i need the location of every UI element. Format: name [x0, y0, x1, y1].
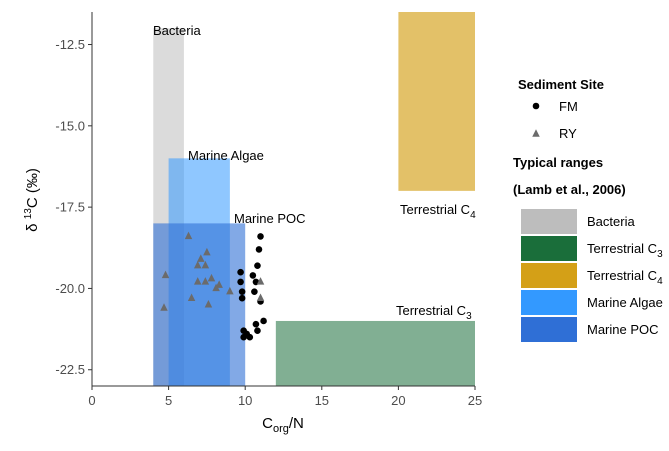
region-terrestrial-c4 — [398, 12, 475, 191]
region-label-terrestrial-c4-main: Terrestrial C — [400, 202, 470, 217]
y-tick-label: -17.5 — [55, 200, 85, 215]
x-axis-title-main: C — [262, 415, 273, 432]
x-tick-label: 15 — [315, 393, 329, 408]
legend-range-label-terrestrial-c3-sub: 3 — [657, 249, 663, 260]
legend-range-label-terrestrial-c4-main: Terrestrial C — [587, 268, 657, 283]
region-marine-poc — [153, 223, 246, 386]
legend-swatch-marine-algae — [521, 290, 577, 315]
x-axis-title: Corg/N — [262, 415, 304, 435]
legend-range-label-terrestrial-c4-sub: 4 — [657, 276, 663, 287]
legend-range-label-terrestrial-c3-main: Terrestrial C — [587, 241, 657, 256]
region-label-marine-poc: Marine POC — [234, 211, 306, 226]
x-tick-label: 5 — [165, 393, 172, 408]
y-tick-label: -12.5 — [55, 37, 85, 52]
legend-ranges-title: Typical ranges — [513, 155, 603, 170]
fm-point — [238, 288, 246, 295]
fm-point — [257, 233, 264, 240]
ry-point — [201, 277, 210, 285]
range-regions — [153, 12, 475, 387]
legend-fm-marker — [532, 102, 540, 110]
legend-swatch-bacteria — [521, 209, 577, 234]
fm-point — [254, 262, 261, 269]
legend-swatch-terrestrial-c4 — [521, 263, 577, 288]
legend-site-title: Sediment Site — [518, 77, 604, 92]
legend-swatch-marine-poc — [521, 317, 577, 342]
legend-range-label-bacteria-main: Bacteria — [587, 214, 635, 229]
ry-point — [256, 277, 265, 285]
region-label-terrestrial-c3-sub: 3 — [466, 311, 472, 322]
legend-swatch-terrestrial-c3 — [521, 236, 577, 261]
legend-range-label-terrestrial-c4: Terrestrial C4 — [587, 268, 663, 287]
legend-ry-marker — [532, 129, 540, 137]
region-label-marine-algae-main: Marine Algae — [188, 148, 264, 163]
ry-point — [187, 293, 196, 301]
ry-point — [184, 231, 193, 240]
x-tick-label: 25 — [468, 393, 482, 408]
ry-point — [201, 260, 210, 269]
legend-fm-label: FM — [559, 99, 578, 114]
ry-point — [193, 277, 202, 285]
fm-point — [237, 268, 244, 276]
ry-point — [256, 293, 265, 301]
region-terrestrial-c3 — [275, 320, 475, 386]
ry-point — [212, 283, 220, 292]
fm-point — [240, 333, 247, 341]
ry-point — [207, 273, 216, 282]
y-tick-label: -15.0 — [55, 118, 85, 133]
y-tick-label: -22.5 — [55, 362, 85, 377]
region-label-marine-algae: Marine Algae — [188, 148, 264, 163]
fm-point — [255, 246, 263, 253]
region-label-terrestrial-c4-sub: 4 — [470, 210, 476, 221]
ry-point — [161, 270, 170, 279]
ry-point — [215, 280, 223, 288]
legend-range-label-marine-poc-main: Marine POC — [587, 322, 659, 337]
ry-point — [160, 303, 168, 311]
y-axis-title: δ 13C (‰) — [23, 168, 41, 232]
region-label-bacteria: Bacteria — [153, 23, 201, 38]
region-label-marine-poc-main: Marine POC — [234, 211, 306, 226]
data-points — [160, 231, 267, 341]
ry-point — [203, 247, 211, 256]
y-axis-title-main: C (‰) — [24, 168, 41, 208]
legend-range-label-bacteria: Bacteria — [587, 214, 635, 229]
y-axis-title-delta: δ — [24, 219, 41, 232]
x-tick-label: 0 — [88, 393, 95, 408]
ry-point — [197, 254, 205, 262]
x-tick-label: 20 — [391, 393, 405, 408]
x-axis-title-sub: org — [273, 423, 289, 435]
fm-point — [254, 327, 261, 335]
ry-point — [226, 286, 234, 295]
region-label-terrestrial-c4: Terrestrial C4 — [400, 202, 476, 221]
legend-ry-label: RY — [559, 126, 577, 141]
fm-point — [260, 317, 267, 325]
fm-point — [238, 294, 246, 302]
legend: Sediment Site FM RY Typical ranges (Lamb et … — [513, 77, 663, 342]
ry-point — [193, 260, 202, 269]
fm-point — [237, 278, 244, 286]
axes: 0 5 10 15 20 25 -12.5 -15.0 -17.5 -20.0 -22.5 Corg/… — [23, 12, 482, 435]
fm-point — [251, 288, 258, 295]
legend-range-label-terrestrial-c3: Terrestrial C3 — [587, 241, 663, 260]
x-axis-title-tail: /N — [289, 415, 304, 432]
ry-point — [204, 299, 213, 308]
fm-point — [252, 320, 260, 328]
region-label-bacteria-main: Bacteria — [153, 23, 201, 38]
legend-ranges-subtitle: (Lamb et al., 2006) — [513, 182, 626, 197]
x-tick-label: 10 — [238, 393, 252, 408]
y-axis-title-sup: 13 — [23, 208, 34, 220]
fm-point — [246, 333, 254, 341]
y-tick-label: -20.0 — [55, 281, 85, 296]
fm-point — [249, 272, 257, 279]
legend-range-label-marine-algae-main: Marine Algae — [587, 295, 663, 310]
region-label-terrestrial-c3-main: Terrestrial C — [396, 303, 466, 318]
legend-range-label-marine-algae: Marine Algae — [587, 295, 663, 310]
legend-range-label-marine-poc: Marine POC — [587, 322, 659, 337]
region-label-terrestrial-c3: Terrestrial C3 — [396, 303, 472, 322]
